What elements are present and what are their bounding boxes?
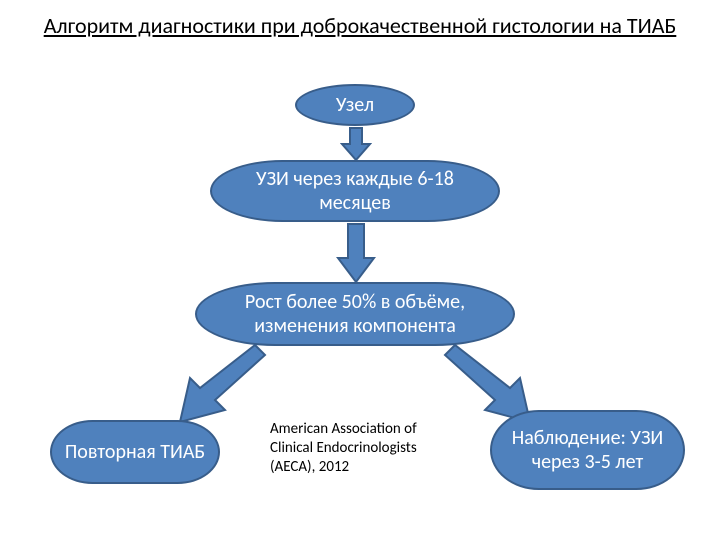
- node-growth: Рост более 50% в объёме, изменения компо…: [195, 282, 515, 346]
- page-title: Алгоритм диагностики при доброкачественн…: [0, 12, 720, 41]
- node-label: УЗИ через каждые 6-18 месяцев: [222, 167, 488, 215]
- arrow-2: [336, 222, 376, 284]
- node-uzi: УЗИ через каждые 6-18 месяцев: [210, 160, 500, 222]
- node-label: Наблюдение: УЗИ через 3-5 лет: [502, 426, 673, 474]
- node-observation: Наблюдение: УЗИ через 3-5 лет: [490, 410, 685, 490]
- node-label: Узел: [336, 93, 374, 117]
- citation-text: American Association of Clinical Endocri…: [270, 420, 420, 476]
- node-label: Повторная ТИАБ: [65, 440, 205, 464]
- node-repeat-tiab: Повторная ТИАБ: [50, 420, 220, 484]
- node-label: Рост более 50% в объёме, изменения компо…: [207, 290, 503, 338]
- arrow-1: [340, 126, 372, 162]
- arrow-3-left: [160, 340, 270, 430]
- node-uzel: Узел: [295, 84, 415, 126]
